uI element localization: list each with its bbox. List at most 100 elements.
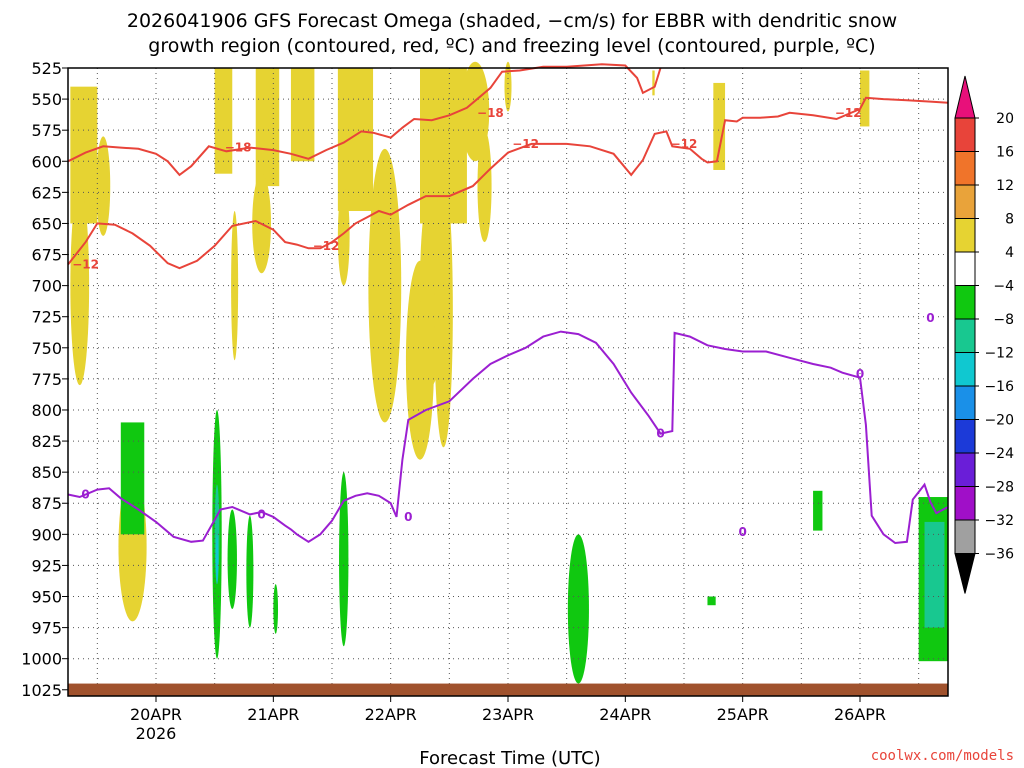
y-tick-label: 1025: [21, 681, 62, 700]
x-tick-year: 2026: [136, 724, 177, 743]
y-tick-label: 850: [31, 463, 62, 482]
contour-label: 0: [404, 510, 412, 524]
y-tick-label: 1000: [21, 650, 62, 669]
y-tick-label: 925: [31, 556, 62, 575]
colorbar-segment: [954, 184, 976, 219]
colorbar-segment: [954, 385, 976, 420]
colorbar-segment: [954, 519, 976, 554]
omega-shade-up: [477, 130, 492, 243]
contour-label: −18: [225, 141, 252, 155]
y-tick-label: 725: [31, 308, 62, 327]
omega-shade-down: [707, 596, 716, 606]
omega-shade-up: [713, 82, 726, 170]
omega-shade-up: [504, 61, 512, 112]
colorbar-segment: [954, 151, 976, 186]
colorbar-segment: [954, 285, 976, 320]
colorbar-label: −28: [984, 480, 1014, 496]
omega-shade-down: [246, 515, 254, 628]
contour-line-dgz: [67, 63, 662, 177]
colorbar-label: −16: [984, 379, 1014, 395]
contour-label: −12: [671, 137, 698, 151]
omega-shade-down: [339, 472, 349, 647]
y-tick-label: 625: [31, 183, 62, 202]
omega-shade-up: [231, 211, 239, 361]
omega-shade-up: [337, 186, 350, 286]
x-tick-label: 21APR: [247, 705, 299, 724]
colorbar-label: −24: [984, 446, 1014, 462]
terrain-band: [68, 683, 948, 696]
colorbar-segment: [954, 486, 976, 521]
x-axis: 20APR 21APR 22APR 23APR 24APR 25APR 26APR 2026: [130, 696, 886, 743]
omega-shade-up: [70, 186, 90, 386]
x-tick-label: 26APR: [834, 705, 886, 724]
colorbar-segment: [954, 419, 976, 454]
colorbar-label: −32: [984, 513, 1014, 529]
colorbar-label: −20: [984, 413, 1014, 429]
colorbar-label: −8: [993, 312, 1014, 328]
colorbar-label: 8: [1005, 212, 1014, 228]
omega-shade-down: [567, 534, 589, 684]
colorbar-label: 16: [996, 145, 1014, 161]
x-tick-label: 22APR: [365, 705, 417, 724]
y-tick-label: 675: [31, 246, 62, 265]
contour-label: 0: [738, 525, 746, 539]
omega-shade-up: [214, 68, 233, 174]
y-tick-label: 600: [31, 152, 62, 171]
x-tick-label: 23APR: [482, 705, 534, 724]
y-tick-label: 550: [31, 90, 62, 109]
y-tick-label: 775: [31, 370, 62, 389]
y-tick-label: 825: [31, 432, 62, 451]
chart-title-line-1: 2026041906 GFS Forecast Omega (shaded, −…: [127, 10, 897, 32]
colorbar-segment: [954, 452, 976, 487]
y-tick-label: 875: [31, 494, 62, 513]
plot-background: [68, 68, 948, 696]
colorbar-segment: [954, 117, 976, 152]
colorbar-label: 20: [996, 111, 1014, 127]
colorbar-top-arrow: [954, 75, 976, 119]
omega-shade-down-strong: [214, 484, 220, 585]
omega-shade-down-strong: [924, 521, 945, 628]
y-tick-label: 650: [31, 214, 62, 233]
omega-shade-up: [96, 136, 111, 236]
y-tick-label: 525: [31, 59, 62, 78]
colorbar-bottom-arrow: [954, 553, 976, 594]
contour-label: 0: [926, 311, 934, 325]
x-axis-title: Forecast Time (UTC): [419, 748, 600, 768]
colorbar-segment: [954, 318, 976, 353]
contour-label: −12: [313, 239, 340, 253]
y-tick-label: 575: [31, 121, 62, 140]
contour-label: −12: [72, 257, 99, 271]
y-tick-label: 975: [31, 619, 62, 638]
omega-shade-up: [290, 68, 315, 162]
omega-shade-up: [368, 148, 402, 423]
colorbar-legend: 20 16 12 8 4 −4 −8 −12 −16 −20 −24 −28 −32 −36: [954, 75, 1014, 594]
omega-shade-down: [813, 490, 823, 531]
contour-label: 0: [856, 367, 864, 381]
x-tick-label: 20APR: [130, 705, 182, 724]
y-tick-label: 700: [31, 277, 62, 296]
colorbar-label: −4: [993, 279, 1014, 295]
x-tick-label: 25APR: [717, 705, 769, 724]
omega-shade-down: [273, 584, 279, 634]
contour-label: 0: [81, 488, 89, 502]
contour-label: 0: [656, 427, 664, 441]
colorbar-segment: [954, 251, 976, 286]
contour-label: −12: [835, 106, 862, 120]
contour-label: −12: [512, 137, 539, 151]
x-tick-label: 24APR: [599, 705, 651, 724]
omega-shade-down-strong: [215, 534, 219, 585]
contour-label: −18: [477, 106, 504, 120]
plot-area: −12 −12 −12 −12 −12 −18 −18 0 0 0 0 0 0 0: [67, 61, 949, 697]
omega-shade-up: [652, 70, 655, 96]
colorbar-label: 12: [996, 178, 1014, 194]
contour-line-dgz: [67, 96, 949, 270]
colorbar-label: 4: [1005, 245, 1014, 261]
y-axis: 525 550 575 600 625 650 675 700 725 750 775 800 825 8…: [21, 59, 68, 700]
contour-label: 0: [257, 507, 265, 521]
colorbar-label: −36: [984, 547, 1014, 563]
chart-title-line-2: growth region (contoured, red, ºC) and f…: [148, 35, 875, 57]
y-tick-label: 800: [31, 401, 62, 420]
contour-line-freezing-level: [67, 330, 949, 545]
colorbar-segment: [954, 352, 976, 387]
